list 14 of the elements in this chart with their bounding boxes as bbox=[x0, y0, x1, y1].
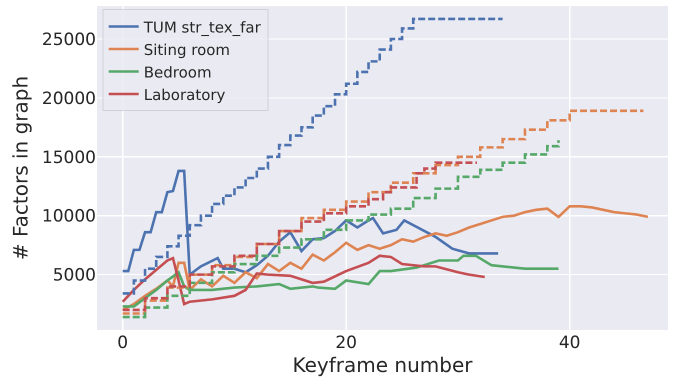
y-tick-label: 25000 bbox=[42, 30, 96, 50]
x-tick-label: 20 bbox=[335, 333, 357, 353]
y-axis-title: # Factors in graph bbox=[8, 76, 32, 260]
x-tick-label: 0 bbox=[117, 333, 128, 353]
y-tick-label: 10000 bbox=[42, 206, 96, 227]
legend-label: Siting room bbox=[144, 40, 230, 59]
legend-label: Bedroom bbox=[144, 63, 212, 82]
y-tick-label: 5000 bbox=[52, 266, 96, 286]
y-tick-label: 20000 bbox=[42, 88, 96, 109]
legend-label: TUM str_tex_far bbox=[142, 18, 262, 36]
x-tick-label: 40 bbox=[558, 333, 580, 353]
legend-label: Laboratory bbox=[144, 86, 226, 104]
x-axis-title: Keyframe number bbox=[292, 353, 474, 377]
y-tick-label: 15000 bbox=[42, 148, 96, 168]
